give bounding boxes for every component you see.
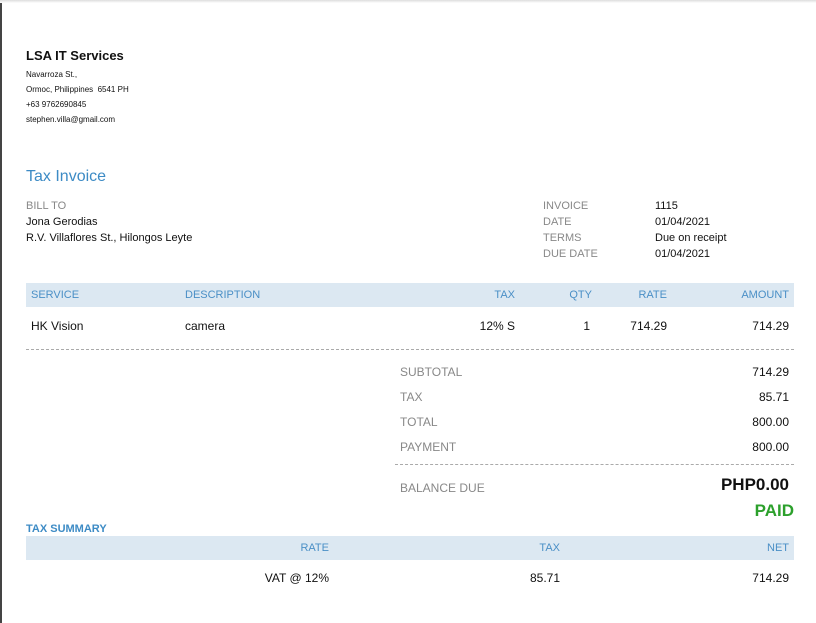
window-border xyxy=(0,0,2,623)
col-qty: QTY xyxy=(569,289,592,301)
row-rate: 714.29 xyxy=(630,319,667,333)
ts-rate: VAT @ 12% xyxy=(264,571,329,585)
bill-to-address: R.V. Villaflores St., Hilongos Leyte xyxy=(26,232,193,244)
col-service: SERVICE xyxy=(31,289,80,301)
ts-col-tax: TAX xyxy=(539,542,560,554)
payment-value: 800.00 xyxy=(752,440,789,454)
bill-to-label: BILL TO xyxy=(26,200,67,212)
tax-summary-header xyxy=(26,536,794,560)
ts-col-net: NET xyxy=(767,542,789,554)
row-tax: 12% S xyxy=(479,319,515,333)
balance-value: PHP0.00 xyxy=(720,475,789,494)
meta-label: INVOICE xyxy=(543,200,589,212)
company-email: stephen.villa@gmail.com xyxy=(26,115,116,124)
subtotal-value: 714.29 xyxy=(752,365,789,379)
row-service: HK Vision xyxy=(31,319,84,333)
tax-summary-title: TAX SUMMARY xyxy=(26,523,107,535)
company-name: LSA IT Services xyxy=(26,48,124,63)
row-qty: 1 xyxy=(583,319,590,333)
ts-net: 714.29 xyxy=(752,571,789,585)
ts-tax: 85.71 xyxy=(529,571,560,585)
divider xyxy=(26,349,794,350)
meta-value: Due on receipt xyxy=(655,232,727,244)
tax-label: TAX xyxy=(400,390,423,404)
paid-status: PAID xyxy=(754,501,794,520)
subtotal-label: SUBTOTAL xyxy=(400,365,463,379)
company-address2: Ormoc, Philippines 6541 PH xyxy=(26,85,129,94)
payment-label: PAYMENT xyxy=(400,440,457,454)
row-amount: 714.29 xyxy=(752,319,789,333)
invoice-title: Tax Invoice xyxy=(26,168,107,185)
company-address1: Navarroza St., xyxy=(26,70,78,79)
bill-to-name: Jona Gerodias xyxy=(26,216,98,228)
meta-value: 1115 xyxy=(655,200,678,212)
meta-label: TERMS xyxy=(543,232,582,244)
col-tax: TAX xyxy=(494,289,515,301)
divider xyxy=(395,464,794,465)
col-description: DESCRIPTION xyxy=(185,289,261,301)
meta-value: 01/04/2021 xyxy=(655,216,711,228)
row-description: camera xyxy=(185,319,226,333)
meta-value: 01/04/2021 xyxy=(655,248,711,260)
col-amount: AMOUNT xyxy=(741,289,789,301)
meta-label: DUE DATE xyxy=(543,248,598,260)
company-phone: +63 9762690845 xyxy=(26,100,87,109)
tax-value: 85.71 xyxy=(758,390,789,404)
meta-label: DATE xyxy=(543,216,572,228)
table-header xyxy=(26,283,794,307)
col-rate: RATE xyxy=(638,289,667,301)
total-label: TOTAL xyxy=(400,415,438,429)
balance-label: BALANCE DUE xyxy=(400,481,485,495)
ts-col-rate: RATE xyxy=(300,542,329,554)
top-shadow xyxy=(0,0,816,3)
total-value: 800.00 xyxy=(752,415,789,429)
